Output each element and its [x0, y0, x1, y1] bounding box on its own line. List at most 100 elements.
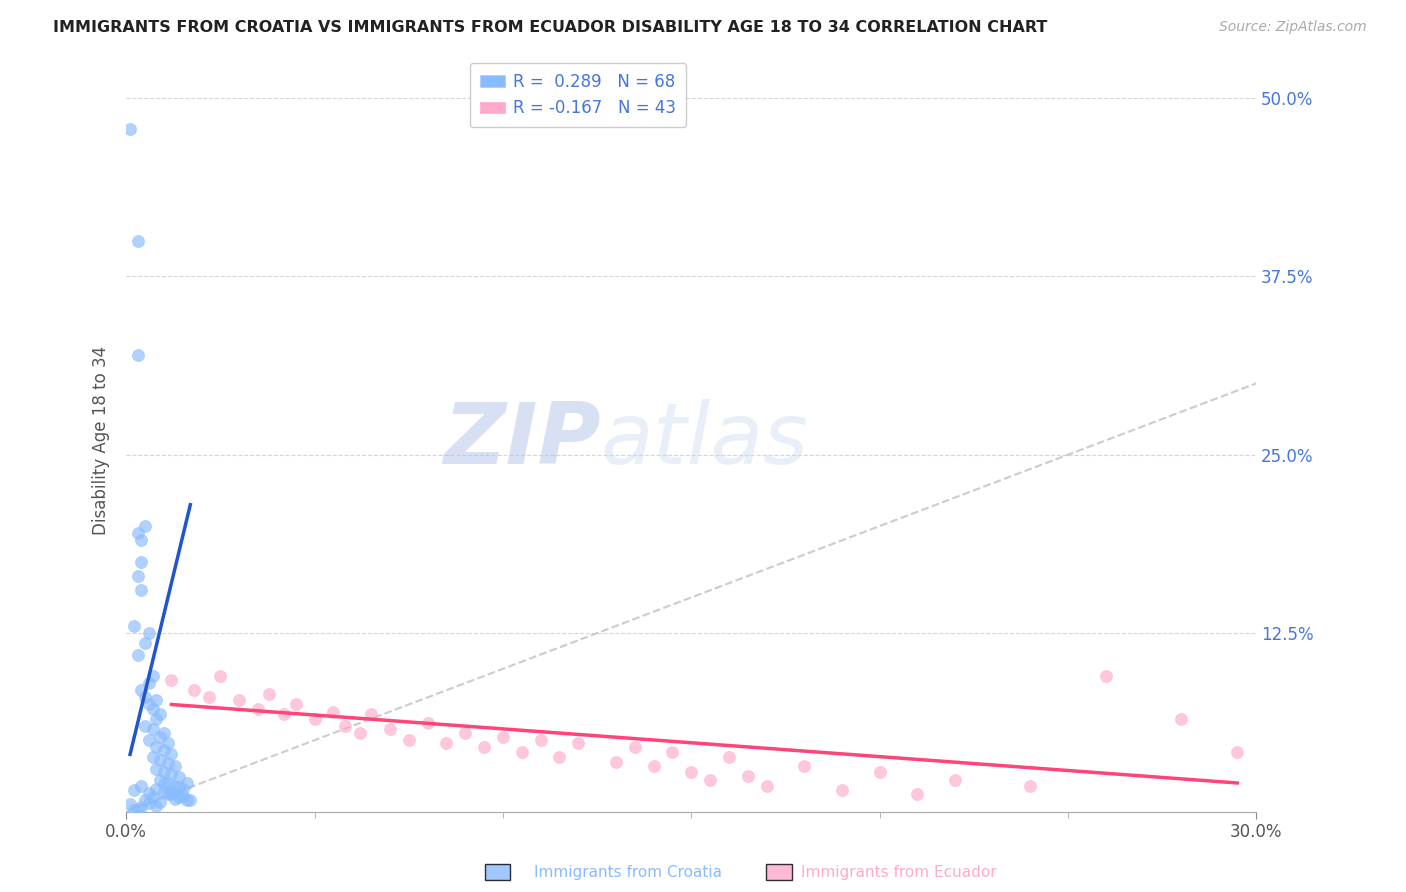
Point: [149, 753, 172, 767]
Point: [567, 736, 589, 750]
Point: [167, 780, 190, 795]
Point: [737, 769, 759, 783]
Point: [165, 791, 187, 805]
Point: [134, 636, 156, 650]
Point: [398, 733, 420, 747]
Point: [661, 745, 683, 759]
Point: [198, 690, 221, 705]
Point: [145, 740, 167, 755]
Point: [142, 750, 165, 764]
Point: [172, 781, 194, 796]
Point: [120, 122, 142, 136]
Point: [127, 648, 149, 662]
Point: [304, 712, 326, 726]
Point: [510, 745, 533, 759]
Point: [127, 569, 149, 583]
Point: [176, 776, 198, 790]
Point: [717, 750, 740, 764]
Point: [1019, 779, 1042, 793]
Point: [165, 779, 187, 793]
Point: [145, 762, 167, 776]
Point: [145, 693, 167, 707]
Point: [120, 797, 142, 812]
Point: [273, 707, 295, 722]
Point: [156, 776, 179, 790]
Point: [127, 802, 149, 816]
Y-axis label: Disability Age 18 to 34: Disability Age 18 to 34: [93, 346, 110, 535]
Point: [149, 707, 172, 722]
Point: [142, 669, 165, 683]
Point: [153, 784, 176, 798]
Point: [134, 519, 156, 533]
Point: [472, 740, 495, 755]
Point: [416, 716, 439, 731]
Point: [643, 759, 665, 773]
Point: [122, 803, 145, 817]
Point: [153, 764, 176, 779]
Point: [156, 756, 179, 770]
Point: [259, 688, 281, 702]
Point: [454, 726, 477, 740]
Point: [322, 705, 344, 719]
Point: [699, 773, 721, 788]
Point: [138, 676, 160, 690]
Point: [333, 719, 356, 733]
Point: [153, 777, 176, 791]
Point: [131, 533, 153, 548]
Point: [167, 770, 190, 784]
Point: [755, 779, 778, 793]
Point: [247, 702, 270, 716]
Point: [160, 788, 183, 802]
Point: [492, 731, 515, 745]
Point: [1226, 745, 1249, 759]
Legend: R =  0.289   N = 68, R = -0.167   N = 43: R = 0.289 N = 68, R = -0.167 N = 43: [470, 63, 686, 128]
Point: [149, 795, 172, 809]
Point: [145, 712, 167, 726]
Point: [149, 773, 172, 788]
Point: [1094, 669, 1116, 683]
Point: [153, 743, 176, 757]
Point: [179, 793, 201, 807]
Point: [153, 726, 176, 740]
Point: [176, 793, 198, 807]
Point: [156, 736, 179, 750]
Point: [869, 764, 891, 779]
Text: Source: ZipAtlas.com: Source: ZipAtlas.com: [1219, 20, 1367, 34]
Point: [127, 348, 149, 362]
Point: [134, 690, 156, 705]
Point: [142, 790, 165, 805]
Point: [134, 793, 156, 807]
Point: [183, 683, 205, 698]
Point: [134, 719, 156, 733]
Point: [156, 788, 179, 802]
Point: [131, 583, 153, 598]
Point: [127, 526, 149, 541]
Point: [209, 669, 232, 683]
Point: [149, 731, 172, 745]
Point: [165, 759, 187, 773]
Text: IMMIGRANTS FROM CROATIA VS IMMIGRANTS FROM ECUADOR DISABILITY AGE 18 TO 34 CORRE: IMMIGRANTS FROM CROATIA VS IMMIGRANTS FR…: [53, 20, 1047, 35]
Point: [360, 707, 382, 722]
Point: [131, 555, 153, 569]
Point: [167, 790, 190, 805]
Point: [160, 747, 183, 762]
Point: [122, 619, 145, 633]
Point: [349, 726, 371, 740]
Point: [623, 740, 645, 755]
Point: [127, 234, 149, 248]
Point: [793, 759, 815, 773]
Text: Immigrants from Ecuador: Immigrants from Ecuador: [801, 865, 997, 880]
Point: [138, 698, 160, 712]
Point: [138, 796, 160, 810]
Point: [681, 764, 703, 779]
Point: [131, 683, 153, 698]
Point: [122, 783, 145, 797]
Point: [436, 736, 458, 750]
Point: [160, 673, 183, 688]
Point: [138, 733, 160, 747]
Point: [160, 784, 183, 798]
Point: [142, 702, 165, 716]
Point: [142, 722, 165, 736]
Point: [831, 783, 853, 797]
Point: [905, 788, 928, 802]
